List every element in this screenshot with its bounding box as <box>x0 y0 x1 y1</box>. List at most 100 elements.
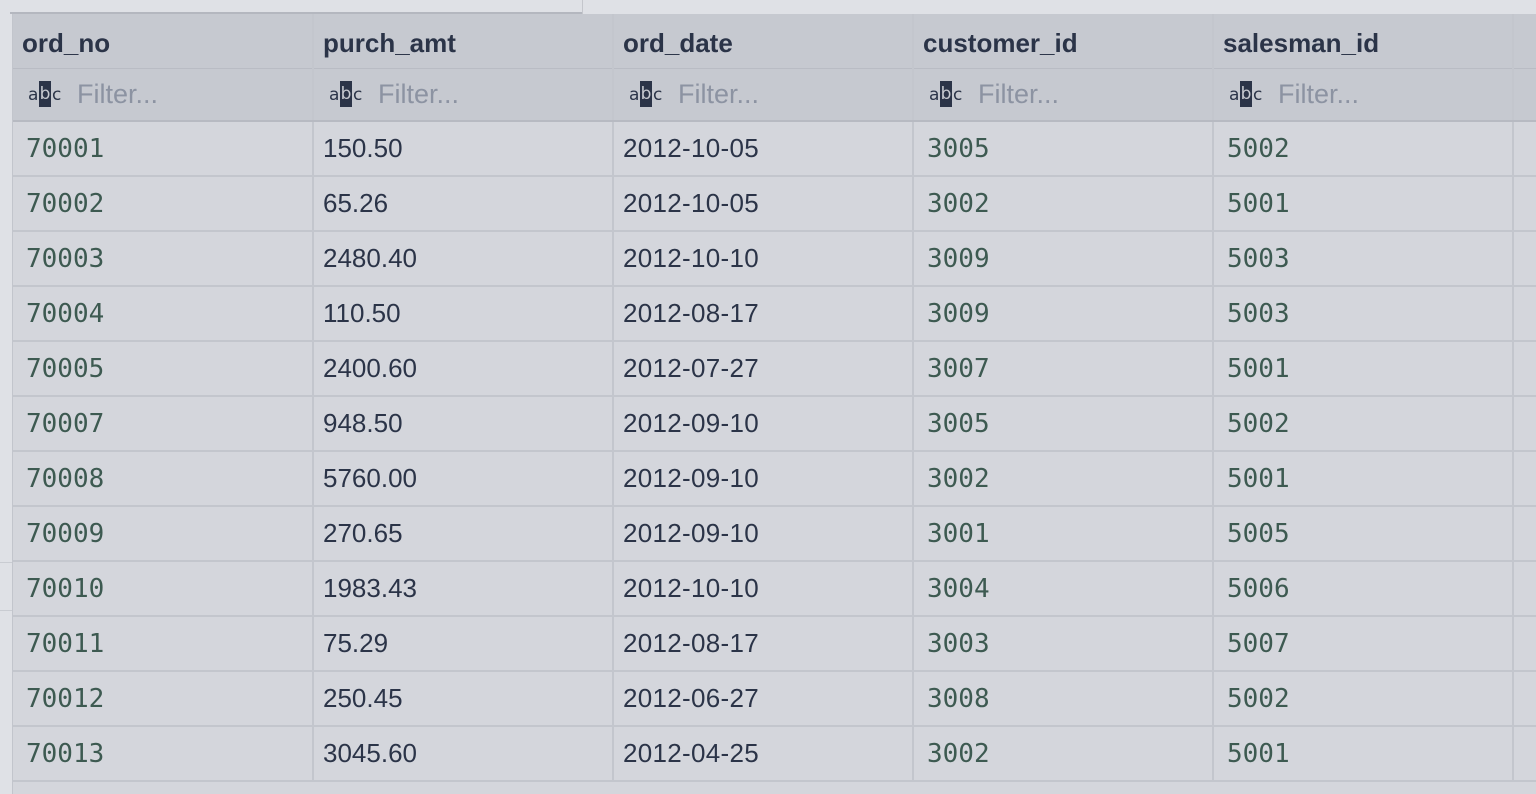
cell-purch-amt[interactable]: 5760.00 <box>313 451 614 507</box>
cell-ord-no[interactable]: 70013 <box>13 726 314 782</box>
cell-overflow <box>1513 231 1536 287</box>
cell-customer-id[interactable]: 3005 <box>913 396 1214 452</box>
cell-ord-no[interactable]: 70010 <box>13 561 314 617</box>
cell-ord-date[interactable]: 2012-08-17 <box>613 616 914 672</box>
column-header-salesman-id[interactable]: salesman_id <box>1213 14 1514 69</box>
cell-overflow <box>1513 451 1536 507</box>
cell-customer-id[interactable]: 3004 <box>913 561 1214 617</box>
table-row[interactable]: 70008 5760.00 2012-09-10 3002 5001 <box>13 451 1536 507</box>
cell-salesman-id[interactable]: 5001 <box>1213 451 1514 507</box>
table-row[interactable]: 70010 1983.43 2012-10-10 3004 5006 <box>13 561 1536 617</box>
table-row[interactable]: 70005 2400.60 2012-07-27 3007 5001 <box>13 341 1536 397</box>
cell-ord-date[interactable]: 2012-09-10 <box>613 506 914 562</box>
cell-purch-amt[interactable]: 250.45 <box>313 671 614 727</box>
cell-customer-id[interactable]: 3005 <box>913 121 1214 177</box>
cell-salesman-id[interactable]: 5003 <box>1213 231 1514 287</box>
top-tab-strip <box>0 0 1536 14</box>
cell-ord-no[interactable]: 70012 <box>13 671 314 727</box>
cell-salesman-id[interactable]: 5002 <box>1213 121 1514 177</box>
cell-salesman-id[interactable]: 5003 <box>1213 286 1514 342</box>
cell-customer-id[interactable]: 3001 <box>913 506 1214 562</box>
cell-purch-amt[interactable]: 1983.43 <box>313 561 614 617</box>
cell-ord-no[interactable]: 70004 <box>13 286 314 342</box>
cell-ord-date[interactable]: 2012-09-10 <box>613 451 914 507</box>
filter-input-ord-no[interactable] <box>77 78 277 110</box>
cell-salesman-id[interactable]: 5001 <box>1213 726 1514 782</box>
cell-ord-date[interactable]: 2012-09-10 <box>613 396 914 452</box>
column-header-customer-id[interactable]: customer_id <box>913 14 1214 69</box>
cell-overflow <box>1513 506 1536 562</box>
cell-salesman-id[interactable]: 5002 <box>1213 396 1514 452</box>
cell-ord-no[interactable]: 70009 <box>13 506 314 562</box>
cell-customer-id[interactable]: 3007 <box>913 341 1214 397</box>
table-row[interactable]: 70011 75.29 2012-08-17 3003 5007 <box>13 616 1536 672</box>
column-header-purch-amt[interactable]: purch_amt <box>313 14 614 69</box>
cell-overflow <box>1513 121 1536 177</box>
cell-salesman-id[interactable]: 5005 <box>1213 506 1514 562</box>
column-header-ord-date[interactable]: ord_date <box>613 14 914 69</box>
cell-customer-id[interactable]: 3002 <box>913 176 1214 232</box>
column-header-overflow <box>1513 14 1536 69</box>
cell-purch-amt[interactable]: 3045.60 <box>313 726 614 782</box>
cell-ord-no[interactable]: 70007 <box>13 396 314 452</box>
cell-ord-date[interactable]: 2012-10-05 <box>613 176 914 232</box>
filter-input-purch-amt[interactable] <box>378 78 578 110</box>
cell-overflow <box>1513 341 1536 397</box>
cell-purch-amt[interactable]: 65.26 <box>313 176 614 232</box>
table-row[interactable]: 70002 65.26 2012-10-05 3002 5001 <box>13 176 1536 232</box>
cell-salesman-id[interactable]: 5007 <box>1213 616 1514 672</box>
cell-customer-id[interactable]: 3003 <box>913 616 1214 672</box>
cell-ord-date[interactable]: 2012-07-27 <box>613 341 914 397</box>
cell-ord-no[interactable]: 70008 <box>13 451 314 507</box>
cell-overflow <box>1513 561 1536 617</box>
cell-purch-amt[interactable]: 270.65 <box>313 506 614 562</box>
filter-input-customer-id[interactable] <box>978 78 1178 110</box>
table-row[interactable]: 70007 948.50 2012-09-10 3005 5002 <box>13 396 1536 452</box>
column-header-ord-no[interactable]: ord_no <box>13 14 314 69</box>
cell-ord-date[interactable]: 2012-10-10 <box>613 231 914 287</box>
cell-salesman-id[interactable]: 5002 <box>1213 671 1514 727</box>
cell-salesman-id[interactable]: 5001 <box>1213 176 1514 232</box>
cell-ord-no[interactable]: 70005 <box>13 341 314 397</box>
cell-customer-id[interactable]: 3002 <box>913 451 1214 507</box>
cell-purch-amt[interactable]: 948.50 <box>313 396 614 452</box>
filter-input-ord-date[interactable] <box>678 78 878 110</box>
cell-purch-amt[interactable]: 150.50 <box>313 121 614 177</box>
filter-input-salesman-id[interactable] <box>1278 78 1478 110</box>
cell-ord-no[interactable]: 70011 <box>13 616 314 672</box>
cell-customer-id[interactable]: 3009 <box>913 286 1214 342</box>
cell-customer-id[interactable]: 3009 <box>913 231 1214 287</box>
cell-purch-amt[interactable]: 2480.40 <box>313 231 614 287</box>
cell-ord-date[interactable]: 2012-08-17 <box>613 286 914 342</box>
cell-ord-no[interactable]: 70002 <box>13 176 314 232</box>
cell-ord-date[interactable]: 2012-10-10 <box>613 561 914 617</box>
cell-ord-date[interactable]: 2012-04-25 <box>613 726 914 782</box>
cell-ord-date[interactable]: 2012-06-27 <box>613 671 914 727</box>
filter-cell-overflow <box>1513 68 1536 122</box>
cell-overflow <box>1513 671 1536 727</box>
cell-purch-amt[interactable]: 2400.60 <box>313 341 614 397</box>
filter-row: abc abc abc abc abc <box>13 68 1536 122</box>
table-row[interactable]: 70004 110.50 2012-08-17 3009 5003 <box>13 286 1536 342</box>
cell-salesman-id[interactable]: 5001 <box>1213 341 1514 397</box>
cell-purch-amt[interactable]: 75.29 <box>313 616 614 672</box>
cell-ord-no[interactable]: 70001 <box>13 121 314 177</box>
table-row[interactable]: 70012 250.45 2012-06-27 3008 5002 <box>13 671 1536 727</box>
table-row[interactable]: 70001 150.50 2012-10-05 3005 5002 <box>13 121 1536 177</box>
cell-customer-id[interactable]: 3008 <box>913 671 1214 727</box>
cell-ord-no[interactable]: 70003 <box>13 231 314 287</box>
table-row[interactable]: 70003 2480.40 2012-10-10 3009 5003 <box>13 231 1536 287</box>
table-row[interactable]: 70013 3045.60 2012-04-25 3002 5001 <box>13 726 1536 782</box>
results-table: ord_no purch_amt ord_date customer_id sa… <box>13 14 1536 782</box>
cell-salesman-id[interactable]: 5006 <box>1213 561 1514 617</box>
cell-purch-amt[interactable]: 110.50 <box>313 286 614 342</box>
table-row[interactable]: 70009 270.65 2012-09-10 3001 5005 <box>13 506 1536 562</box>
cell-customer-id[interactable]: 3002 <box>913 726 1214 782</box>
cell-ord-date[interactable]: 2012-10-05 <box>613 121 914 177</box>
